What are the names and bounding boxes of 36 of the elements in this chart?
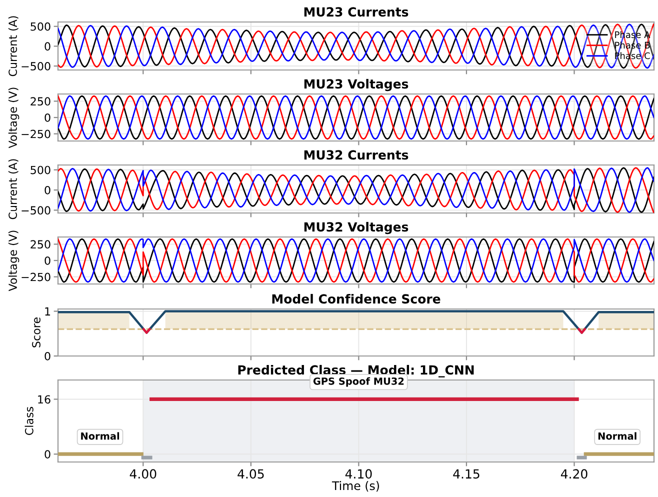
y-tick-label: 0 [44,450,50,458]
y-tick-label: −250 [22,272,50,282]
y-tick-label: 0 [44,256,50,265]
y-axis-title: Current (A) [8,159,18,220]
chart-title: MU32 Currents [304,150,408,160]
y-axis-title: Voltage (V) [8,230,20,292]
annotation: GPS Spoof MU32 [313,377,404,387]
y-tick-label: −500 [22,62,50,70]
x-tick-label: 4.15 [453,469,480,479]
y-tick-label: 0 [44,42,50,51]
annotation: Normal [81,432,120,440]
annotation: Normal [598,432,636,440]
y-tick-label: −250 [22,130,50,138]
y-tick-label: 250 [30,240,50,249]
x-tick-label: 4.20 [560,469,588,479]
y-tick-label: 0 [44,113,50,122]
x-tick-label: 4.05 [238,469,264,479]
y-axis-title: Current (A) [8,16,18,76]
chart-title: Model Confidence Score [272,294,440,304]
y-tick-label: 16 [38,395,50,404]
y-tick-label: 500 [30,166,50,174]
chart-title: MU23 Voltages [304,78,408,92]
chart-title: MU32 Voltages [304,222,408,234]
y-axis-title: Class [24,406,34,435]
x-axis-title: Time (s) [332,481,379,492]
chart-title: MU23 Currents [304,7,408,17]
y-tick-label: 1 [45,307,50,316]
y-axis-title: Score [32,318,40,348]
y-tick-label: 0 [44,352,50,360]
y-tick-label: 500 [30,22,50,31]
x-tick-label: 4.10 [345,469,372,479]
y-tick-label: −500 [22,206,50,215]
y-tick-label: 250 [30,97,50,106]
y-axis-title: Voltage (V) [8,88,20,148]
y-tick-label: 0 [44,186,50,194]
x-tick-label: 4.00 [130,469,156,479]
